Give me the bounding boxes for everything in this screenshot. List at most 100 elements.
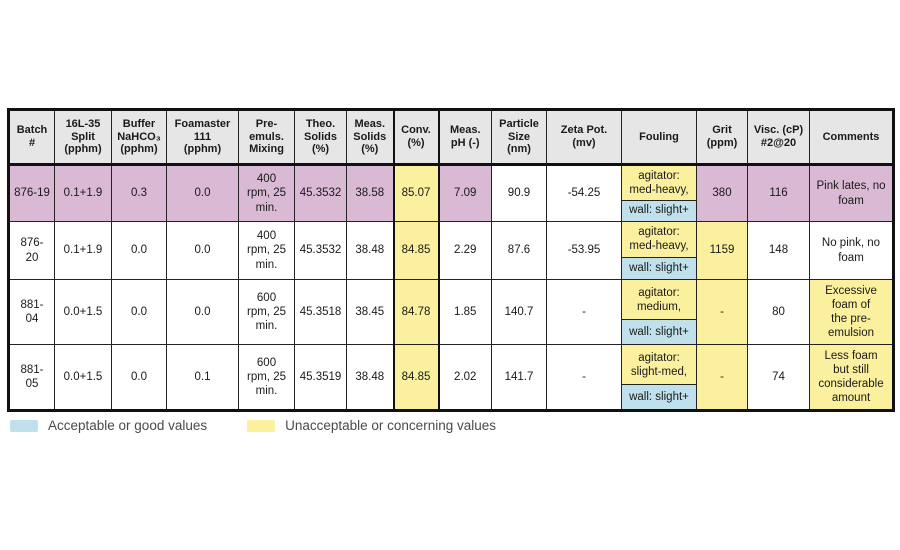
cell-fouling: agitator: medium, wall: slight+ [621,279,697,345]
fouling-agitator: agitator: medium, [622,280,696,321]
cell-conv: 85.07 [392,164,440,222]
cell-grit: 380 [696,164,748,222]
cell-visc: 116 [747,164,810,222]
col-header-mixing: Pre- emuls. Mixing [238,109,295,166]
cell-zeta: -53.95 [546,221,622,280]
cell-batch: 876- 20 [8,221,55,280]
cell-grit: - [696,344,748,411]
col-header-ph: Meas. pH (-) [438,109,492,166]
col-header-grit: Grit (ppm) [696,109,748,166]
cell-meas-solids: 38.48 [346,344,394,411]
fouling-wall: wall: slight+ [622,320,696,344]
cell-foamaster: 0.1 [166,344,239,411]
cell-comments: No pink, no foam [809,221,894,280]
cell-batch: 881- 05 [8,344,55,411]
cell-theo-solids: 45.3532 [294,221,347,280]
col-header-buffer: Buffer NaHCO₃ (pphm) [111,109,167,166]
col-header-theo-solids: Theo. Solids (%) [294,109,347,166]
cell-meas-solids: 38.45 [346,279,394,345]
cell-comments: Excessive foam of the pre- emulsion [809,279,894,345]
cell-meas-solids: 38.48 [346,221,394,280]
legend-swatch-good [10,419,38,432]
col-header-foamaster: Foamaster 111 (pphm) [166,109,239,166]
fouling-agitator: agitator: med-heavy, [622,222,696,258]
legend: Acceptable or good values Unacceptable o… [10,418,496,433]
cell-fouling: agitator: slight-med, wall: slight+ [621,344,697,411]
cell-conv: 84.78 [392,279,440,345]
cell-conv: 84.85 [392,344,440,411]
cell-fouling: agitator: med-heavy, wall: slight+ [621,164,697,222]
cell-ph: 7.09 [438,164,492,222]
cell-split: 0.0+1.5 [54,279,112,345]
cell-visc: 148 [747,221,810,280]
cell-buffer: 0.0 [111,279,167,345]
fouling-agitator: agitator: slight-med, [622,345,696,386]
cell-particle-size: 87.6 [491,221,547,280]
cell-batch: 881- 04 [8,279,55,345]
table-header: Batch # 16L-35 Split (pphm) Buffer NaHCO… [8,109,894,166]
cell-grit: 1159 [696,221,748,280]
fouling-split: agitator: med-heavy, wall: slight+ [622,222,696,279]
col-header-comments: Comments [809,109,894,166]
col-header-visc: Visc. (cP) #2@20 [747,109,810,166]
legend-label-good: Acceptable or good values [48,418,208,433]
cell-visc: 80 [747,279,810,345]
cell-foamaster: 0.0 [166,221,239,280]
fouling-split: agitator: med-heavy, wall: slight+ [622,166,696,221]
results-table: Batch # 16L-35 Split (pphm) Buffer NaHCO… [7,108,895,412]
cell-fouling: agitator: med-heavy, wall: slight+ [621,221,697,280]
cell-batch: 876-19 [8,164,55,222]
table-row: 881- 04 0.0+1.5 0.0 0.0 600 rpm, 25 min.… [8,279,894,345]
fouling-split: agitator: medium, wall: slight+ [622,280,696,344]
fouling-wall: wall: slight+ [622,200,696,221]
cell-split: 0.1+1.9 [54,164,112,222]
cell-zeta: - [546,279,622,345]
cell-split: 0.0+1.5 [54,344,112,411]
cell-theo-solids: 45.3532 [294,164,347,222]
cell-comments: Less foam but still considerable amount [809,344,894,411]
col-header-fouling: Fouling [621,109,697,166]
fouling-wall: wall: slight+ [622,385,696,409]
col-header-meas-solids: Meas. Solids (%) [346,109,394,166]
cell-foamaster: 0.0 [166,279,239,345]
col-header-split: 16L-35 Split (pphm) [54,109,112,166]
fouling-wall: wall: slight+ [622,257,696,279]
table-row: 876- 20 0.1+1.9 0.0 0.0 400 rpm, 25 min.… [8,221,894,280]
cell-mixing: 400 rpm, 25 min. [238,221,295,280]
cell-grit: - [696,279,748,345]
cell-particle-size: 90.9 [491,164,547,222]
col-header-zeta: Zeta Pot. (mv) [546,109,622,166]
legend-item-good: Acceptable or good values [10,418,207,433]
cell-mixing: 600 rpm, 25 min. [238,279,295,345]
legend-label-concern: Unacceptable or concerning values [285,418,496,433]
legend-swatch-concern [247,419,276,432]
cell-mixing: 400 rpm, 25 min. [238,164,295,222]
cell-meas-solids: 38.58 [346,164,394,222]
header-row: Batch # 16L-35 Split (pphm) Buffer NaHCO… [8,109,894,166]
cell-buffer: 0.3 [111,164,167,222]
cell-buffer: 0.0 [111,221,167,280]
legend-item-concern: Unacceptable or concerning values [247,418,496,433]
table-row: 876-19 0.1+1.9 0.3 0.0 400 rpm, 25 min. … [8,164,894,222]
cell-theo-solids: 45.3519 [294,344,347,411]
cell-conv: 84.85 [392,221,440,280]
col-header-particle-size: Particle Size (nm) [491,109,547,166]
cell-mixing: 600 rpm, 25 min. [238,344,295,411]
cell-zeta: -54.25 [546,164,622,222]
cell-particle-size: 140.7 [491,279,547,345]
cell-foamaster: 0.0 [166,164,239,222]
cell-visc: 74 [747,344,810,411]
cell-ph: 1.85 [438,279,492,345]
cell-theo-solids: 45.3518 [294,279,347,345]
cell-ph: 2.02 [438,344,492,411]
cell-particle-size: 141.7 [491,344,547,411]
col-header-batch: Batch # [8,109,55,166]
cell-ph: 2.29 [438,221,492,280]
table-row: 881- 05 0.0+1.5 0.0 0.1 600 rpm, 25 min.… [8,344,894,411]
cell-zeta: - [546,344,622,411]
cell-split: 0.1+1.9 [54,221,112,280]
cell-comments: Pink lates, no foam [809,164,894,222]
cell-buffer: 0.0 [111,344,167,411]
col-header-conv: Conv. (%) [392,109,440,166]
